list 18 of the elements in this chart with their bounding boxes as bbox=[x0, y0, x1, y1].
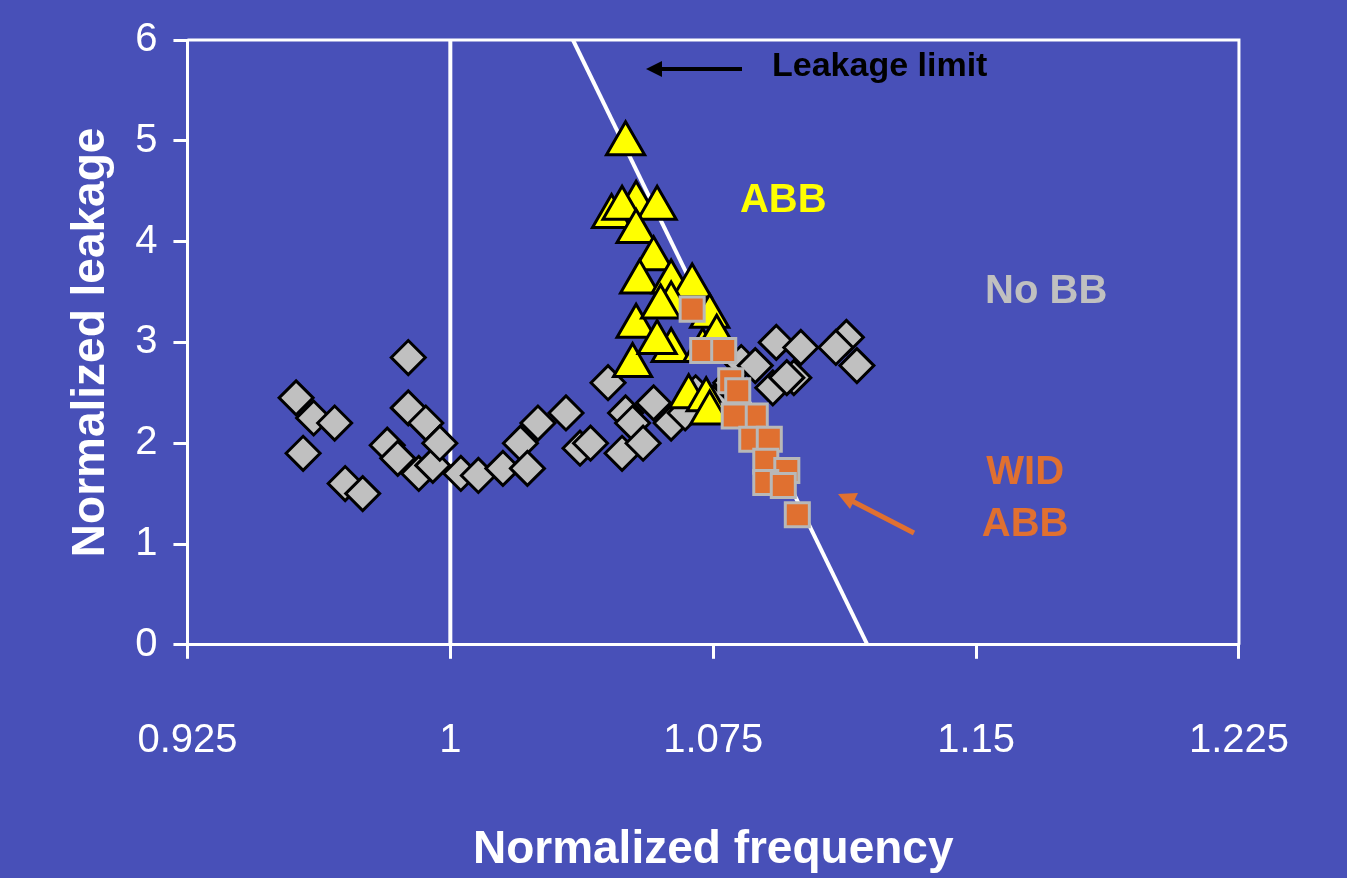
y-tick-label: 5 bbox=[135, 115, 158, 160]
y-tick-label: 1 bbox=[135, 519, 158, 564]
x-tick-label: 1.225 bbox=[1188, 715, 1290, 760]
y-tick-label: 2 bbox=[135, 418, 158, 463]
y-tick-label: 3 bbox=[135, 317, 158, 362]
x-tick-label: 0.925 bbox=[137, 715, 238, 760]
legend-label: WID ABB bbox=[981, 447, 1069, 544]
x-tick-label: 1.15 bbox=[937, 715, 1015, 760]
y-tick-label: 0 bbox=[135, 619, 158, 664]
x-tick-label: 1.075 bbox=[663, 715, 764, 760]
x-axis-title: Normalized frequency bbox=[472, 821, 954, 874]
y-tick-label: 4 bbox=[135, 216, 158, 261]
x-tick-label: 1 bbox=[439, 715, 462, 760]
y-axis-title: Normalized leakage bbox=[62, 127, 115, 558]
annotation: Leakage limit bbox=[772, 45, 988, 84]
text: No BB bbox=[985, 267, 1108, 312]
series-label: ABB bbox=[739, 176, 827, 221]
y-tick-label: 6 bbox=[135, 15, 158, 60]
